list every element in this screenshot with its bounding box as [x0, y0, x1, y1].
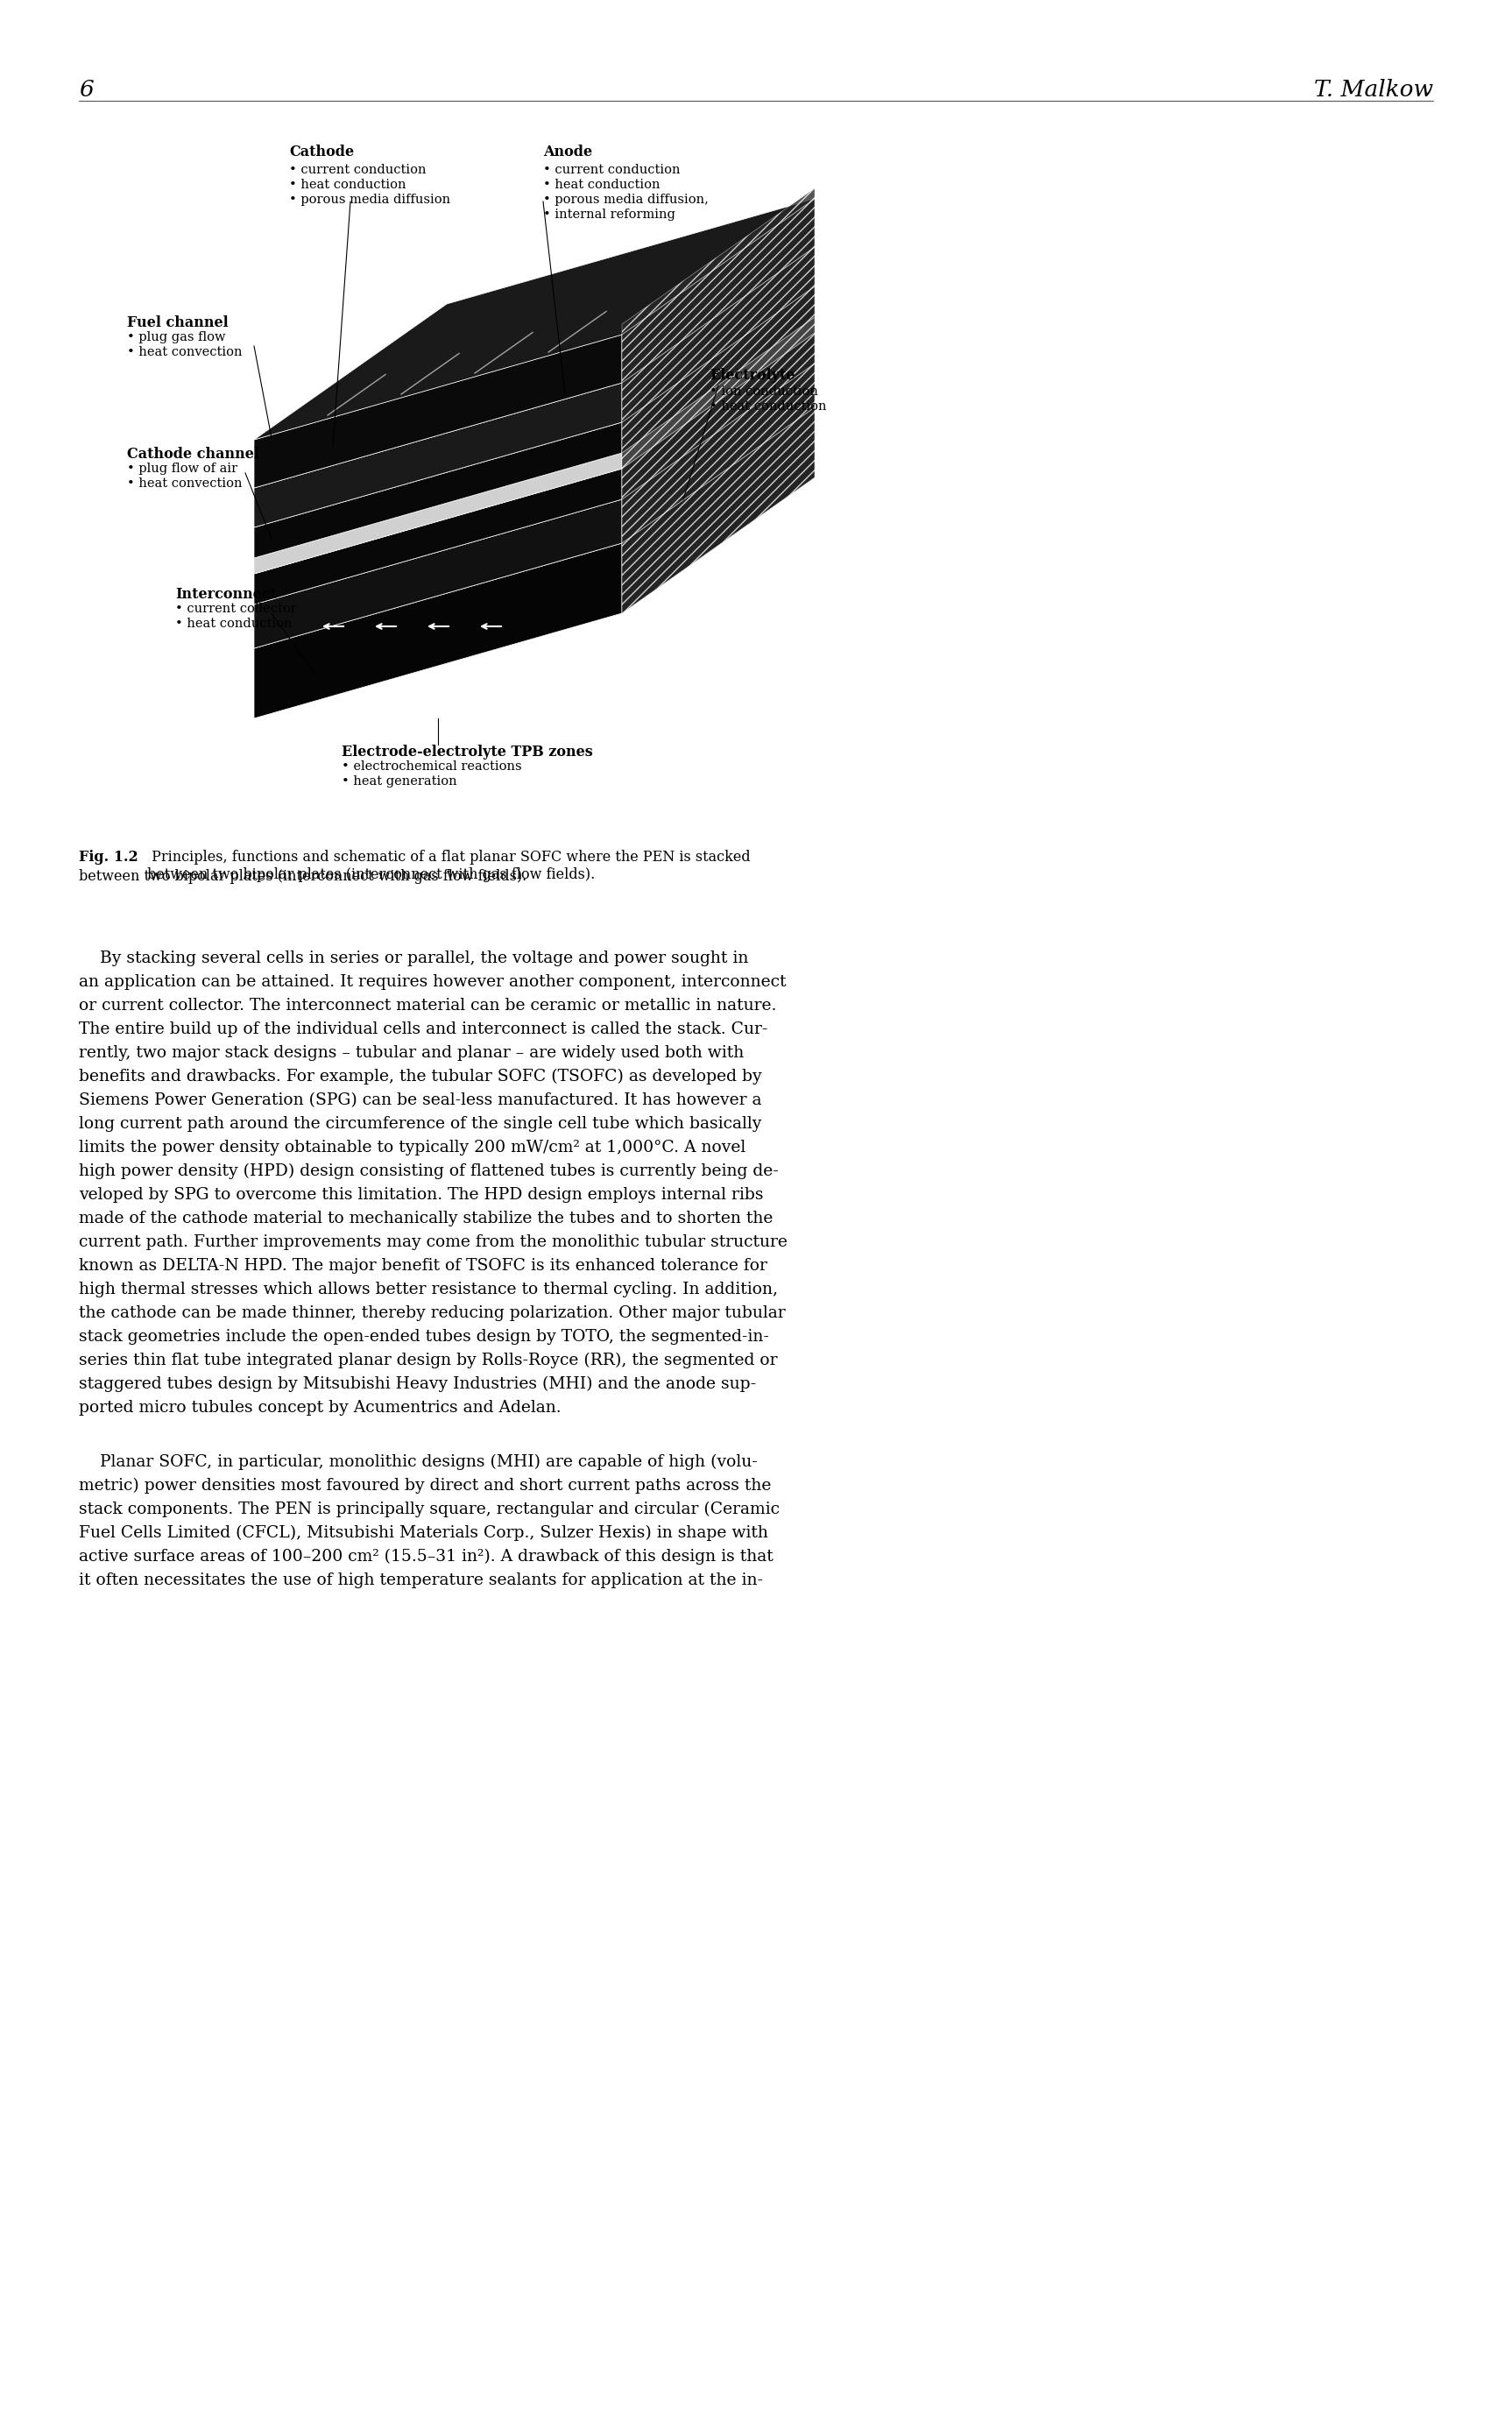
Text: • electrochemical reactions: • electrochemical reactions — [342, 761, 522, 773]
Text: Electrode-electrolyte TPB zones: Electrode-electrolyte TPB zones — [342, 744, 593, 758]
Polygon shape — [254, 248, 815, 489]
Polygon shape — [254, 199, 815, 440]
Text: long current path around the circumference of the single cell tube which basical: long current path around the circumferen… — [79, 1116, 762, 1133]
Polygon shape — [254, 316, 815, 559]
Text: Electrolyte: Electrolyte — [709, 367, 795, 382]
Text: limits the power density obtainable to typically 200 mW/cm² at 1,000°C. A novel: limits the power density obtainable to t… — [79, 1140, 745, 1155]
Text: • heat convection: • heat convection — [127, 476, 242, 489]
Text: made of the cathode material to mechanically stabilize the tubes and to shorten : made of the cathode material to mechanic… — [79, 1211, 773, 1228]
Text: veloped by SPG to overcome this limitation. The HPD design employs internal ribs: veloped by SPG to overcome this limitati… — [79, 1186, 764, 1203]
Text: • heat convection: • heat convection — [127, 345, 242, 357]
Polygon shape — [254, 382, 621, 528]
Text: series thin flat tube integrated planar design by Rolls-Royce (RR), the segmente: series thin flat tube integrated planar … — [79, 1352, 777, 1369]
Polygon shape — [254, 452, 621, 574]
Text: it often necessitates the use of high temperature sealants for application at th: it often necessitates the use of high te… — [79, 1573, 764, 1587]
Text: stack geometries include the open-ended tubes design by TOTO, the segmented-in-: stack geometries include the open-ended … — [79, 1330, 770, 1344]
Text: Anode: Anode — [543, 143, 593, 160]
Polygon shape — [254, 333, 815, 574]
Text: an application can be attained. It requires however another component, interconn: an application can be attained. It requi… — [79, 975, 786, 989]
Text: Fuel channel: Fuel channel — [127, 316, 228, 331]
Text: T. Malkow: T. Malkow — [1314, 78, 1433, 100]
Text: By stacking several cells in series or parallel, the voltage and power sought in: By stacking several cells in series or p… — [79, 951, 748, 965]
Text: • porous media diffusion: • porous media diffusion — [289, 194, 451, 207]
Text: Cathode channel: Cathode channel — [127, 447, 259, 462]
Text: the cathode can be made thinner, thereby reducing polarization. Other major tubu: the cathode can be made thinner, thereby… — [79, 1305, 785, 1320]
Text: or current collector. The interconnect material can be ceramic or metallic in na: or current collector. The interconnect m… — [79, 997, 777, 1014]
Text: Fig. 1.2: Fig. 1.2 — [79, 851, 138, 865]
Text: • plug gas flow: • plug gas flow — [127, 331, 225, 343]
Polygon shape — [254, 365, 815, 605]
Polygon shape — [621, 316, 815, 469]
Text: Principles, functions and schematic of a flat planar SOFC where the PEN is stack: Principles, functions and schematic of a… — [147, 851, 750, 882]
Polygon shape — [621, 408, 815, 613]
Text: • plug flow of air: • plug flow of air — [127, 462, 237, 474]
Polygon shape — [254, 423, 621, 559]
Text: Fuel Cells Limited (CFCL), Mitsubishi Materials Corp., Sulzer Hexis) in shape wi: Fuel Cells Limited (CFCL), Mitsubishi Ma… — [79, 1524, 768, 1541]
Text: • heat generation: • heat generation — [342, 775, 457, 788]
Text: Cathode: Cathode — [289, 143, 354, 160]
Text: • ion conduction: • ion conduction — [709, 387, 818, 399]
Text: 6: 6 — [79, 78, 94, 100]
Text: • internal reforming: • internal reforming — [543, 209, 676, 221]
Text: Planar SOFC, in particular, monolithic designs (MHI) are capable of high (volu-: Planar SOFC, in particular, monolithic d… — [79, 1454, 758, 1471]
Text: high thermal stresses which allows better resistance to thermal cycling. In addi: high thermal stresses which allows bette… — [79, 1281, 777, 1298]
Text: Interconnect: Interconnect — [175, 586, 277, 603]
Text: staggered tubes design by Mitsubishi Heavy Industries (MHI) and the anode sup-: staggered tubes design by Mitsubishi Hea… — [79, 1376, 756, 1393]
Text: active surface areas of 100–200 cm² (15.5–31 in²). A drawback of this design is : active surface areas of 100–200 cm² (15.… — [79, 1549, 773, 1566]
Polygon shape — [254, 498, 621, 649]
Polygon shape — [254, 542, 621, 717]
Text: current path. Further improvements may come from the monolithic tubular structur: current path. Further improvements may c… — [79, 1235, 788, 1250]
Polygon shape — [621, 248, 815, 423]
Text: • current conduction: • current conduction — [289, 163, 426, 175]
Polygon shape — [254, 335, 621, 489]
Polygon shape — [621, 333, 815, 498]
Polygon shape — [254, 408, 815, 649]
Text: • current conduction: • current conduction — [543, 163, 680, 175]
Text: known as DELTA-N HPD. The major benefit of TSOFC is its enhanced tolerance for: known as DELTA-N HPD. The major benefit … — [79, 1257, 767, 1274]
Text: between two bipolar plates (interconnect with gas flow fields).: between two bipolar plates (interconnect… — [79, 868, 526, 885]
Text: stack components. The PEN is principally square, rectangular and circular (Ceram: stack components. The PEN is principally… — [79, 1502, 780, 1517]
Text: ported micro tubules concept by Acumentrics and Adelan.: ported micro tubules concept by Acumentr… — [79, 1400, 561, 1415]
Text: • current collector: • current collector — [175, 603, 296, 615]
Text: rently, two major stack designs – tubular and planar – are widely used both with: rently, two major stack designs – tubula… — [79, 1045, 744, 1060]
Text: high power density (HPD) design consisting of flattened tubes is currently being: high power density (HPD) design consisti… — [79, 1164, 779, 1179]
Text: • heat conduction: • heat conduction — [543, 180, 661, 192]
Text: • porous media diffusion,: • porous media diffusion, — [543, 194, 709, 207]
Text: Siemens Power Generation (SPG) can be seal-less manufactured. It has however a: Siemens Power Generation (SPG) can be se… — [79, 1092, 762, 1109]
Text: • heat conduction: • heat conduction — [289, 180, 407, 192]
Text: The entire build up of the individual cells and interconnect is called the stack: The entire build up of the individual ce… — [79, 1021, 768, 1038]
Text: • heat conduction: • heat conduction — [175, 617, 292, 630]
Text: • heat conduction: • heat conduction — [709, 401, 827, 413]
Polygon shape — [254, 287, 815, 528]
Polygon shape — [254, 469, 621, 605]
Polygon shape — [621, 287, 815, 452]
Polygon shape — [621, 187, 815, 613]
Text: benefits and drawbacks. For example, the tubular SOFC (TSOFC) as developed by: benefits and drawbacks. For example, the… — [79, 1070, 762, 1084]
Polygon shape — [621, 365, 815, 542]
Polygon shape — [621, 199, 815, 382]
Text: metric) power densities most favoured by direct and short current paths across t: metric) power densities most favoured by… — [79, 1478, 771, 1495]
